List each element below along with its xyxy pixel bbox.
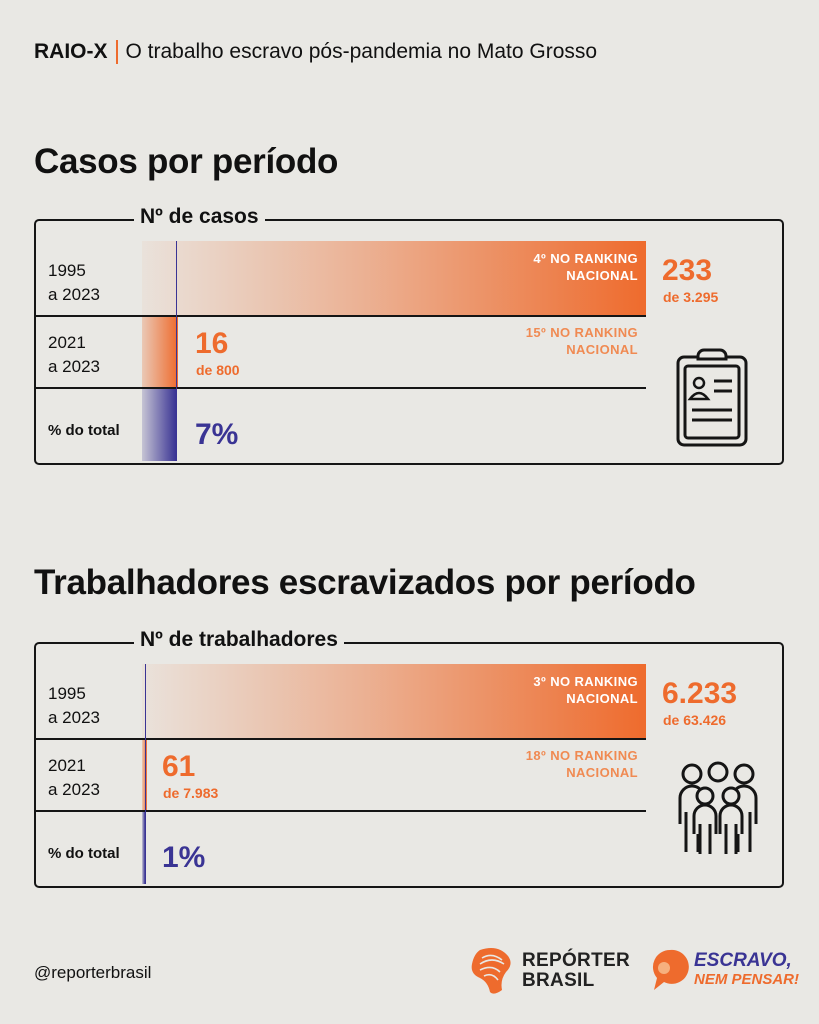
header-title: O trabalho escravo pós-pandemia no Mato … [125,40,598,63]
header-divider [115,40,118,64]
reporter-brasil-logo: REPÓRTER BRASIL [470,946,630,996]
cases-column-label: Nº de casos [134,204,265,230]
cases-row1-value: 233 [662,254,713,287]
brazil-fingerprint-icon [471,948,511,994]
workers-row2-rank-line2: NACIONAL [566,765,638,780]
workers-row2-label-line1: 2021 [48,756,86,775]
workers-bar-1995-2023 [142,664,646,738]
workers-row2-total: de 7.983 [163,785,219,801]
workers-row1-rank: 3º NO RANKING NACIONAL [533,673,638,707]
clipboard-icon [676,348,748,447]
workers-column-label: Nº de trabalhadores [134,627,344,653]
workers-row2-label-line2: a 2023 [48,780,100,799]
workers-row1-total: de 63.426 [663,712,727,728]
workers-row1-label-line2: a 2023 [48,708,100,727]
cases-percent-label: % do total [48,422,120,439]
cases-row2-label-line1: 2021 [48,333,86,352]
cases-row2-value: 16 [195,327,229,360]
section2-title: Trabalhadores escravizados por período [34,563,696,602]
footer-handle: @reporterbrasil [34,963,152,982]
cases-row2-rank-line1: 15º NO RANKING [525,325,638,340]
cases-row1-rank-line2: NACIONAL [566,268,638,283]
workers-row2-label: 2021 a 2023 [48,754,100,802]
escravo-nem-pensar-logo-line2: NEM PENSAR! [694,971,800,988]
cases-row1-label: 1995 a 2023 [48,259,100,307]
workers-row1-value: 6.233 [662,677,738,710]
workers-percent-label: % do total [48,845,120,862]
workers-frame [34,642,784,888]
cases-percent-value: 7% [195,418,239,451]
cases-row1-rank: 4º NO RANKING NACIONAL [533,250,638,284]
cases-panel: Nº de casos 1995 a 2023 4º NO RANKING NA… [34,204,784,465]
workers-percent-value: 1% [162,841,206,874]
workers-axis-line [145,664,146,884]
cases-row2-total: de 800 [196,362,240,378]
cases-row1-rank-line1: 4º NO RANKING [533,251,638,266]
workers-row1-label-line1: 1995 [48,684,86,703]
cases-row1-total: de 3.295 [663,289,719,305]
workers-row1-rank-line2: NACIONAL [566,691,638,706]
cases-row1-label-line1: 1995 [48,261,86,280]
cases-row-divider-1 [34,315,646,317]
workers-panel: Nº de trabalhadores 1995 a 2023 3º NO RA… [34,627,784,888]
workers-row-divider-1 [34,738,646,740]
cases-row-divider-2 [34,387,646,389]
escravo-nem-pensar-logo-line1: ESCRAVO, [694,950,792,971]
workers-percent-bar [142,812,145,884]
workers-row2-rank: 18º NO RANKING NACIONAL [526,747,638,781]
cases-row2-rank: 15º NO RANKING NACIONAL [526,324,638,358]
cases-row2-label-line2: a 2023 [48,357,100,376]
cases-percent-bar [142,389,176,461]
speech-bubble-icon [652,949,689,990]
escravo-nem-pensar-logo: ESCRAVO, NEM PENSAR! [650,948,799,992]
header-tag: RAIO-X [34,40,108,63]
cases-row2-rank-line2: NACIONAL [566,342,638,357]
reporter-brasil-logo-line2: BRASIL [522,970,595,991]
workers-row-divider-2 [34,810,646,812]
cases-frame [34,219,784,465]
section1-title: Casos por período [34,142,339,181]
workers-row1-label: 1995 a 2023 [48,682,100,730]
workers-row1-rank-line1: 3º NO RANKING [533,674,638,689]
cases-bar-2021-2023 [142,317,178,387]
workers-row2-rank-line1: 18º NO RANKING [525,748,638,763]
cases-row1-label-line2: a 2023 [48,285,100,304]
cases-axis-line [176,241,177,461]
workers-row2-value: 61 [162,750,196,783]
cases-bar-1995-2023 [142,241,646,315]
reporter-brasil-logo-line1: REPÓRTER [522,950,630,971]
cases-row2-label: 2021 a 2023 [48,331,100,379]
people-group-icon [678,761,758,854]
workers-bar-2021-2023 [142,740,147,810]
header: RAIO-X O trabalho escravo pós-pandemia n… [34,40,597,64]
